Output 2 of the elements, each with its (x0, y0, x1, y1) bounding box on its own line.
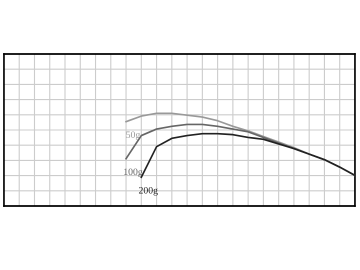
series-label: 200g (138, 187, 158, 196)
series-label: 100g (124, 168, 143, 178)
